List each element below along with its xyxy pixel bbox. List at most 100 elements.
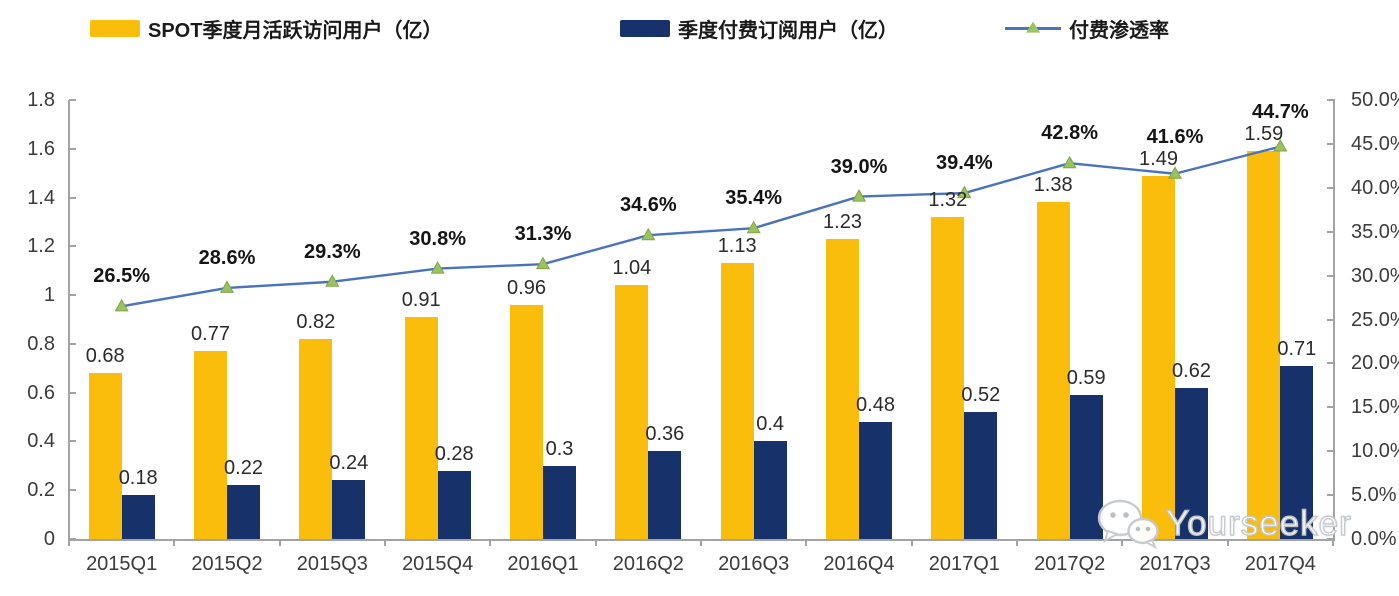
subscribers-bar xyxy=(964,412,998,539)
mau-bar-label: 1.32 xyxy=(928,189,968,212)
penetration-label: 31.3% xyxy=(514,223,572,246)
y-axis-left-tick xyxy=(69,489,76,492)
subscribers-bar xyxy=(1069,395,1103,539)
penetration-label: 35.4% xyxy=(725,187,783,210)
y-axis-left-tick-label: 0.6 xyxy=(27,381,55,404)
mau-bar-label: 0.82 xyxy=(296,311,336,333)
subscribers-bar-label: 0.18 xyxy=(118,467,158,490)
penetration-label: 30.8% xyxy=(409,227,467,250)
x-axis-tick xyxy=(700,539,702,546)
subscribers-bar-label: 0.22 xyxy=(224,457,263,480)
mau-bar xyxy=(510,304,543,539)
legend-item-subscribers: 季度付费订阅用户（亿） xyxy=(620,14,898,42)
legend-item-mau: SPOT季度月活跃访问用户（亿） xyxy=(90,14,442,42)
penetration-label: 39.4% xyxy=(935,152,993,175)
x-axis-tick-label: 2015Q1 xyxy=(86,553,158,575)
mau-bar xyxy=(1142,175,1175,539)
x-axis-tick xyxy=(594,539,597,546)
x-axis-tick-label: 2016Q2 xyxy=(612,553,684,575)
legend-line-marker-icon xyxy=(1005,21,1061,33)
penetration-label: 39.0% xyxy=(830,155,888,178)
subscribers-bar-label: 0.48 xyxy=(856,393,895,416)
x-axis-tick-label: 2017Q2 xyxy=(1034,553,1106,575)
x-axis-tick-label: 2015Q3 xyxy=(296,553,368,575)
x-axis-tick-label: 2015Q2 xyxy=(191,553,263,575)
subscribers-bar-label: 0.3 xyxy=(545,437,574,460)
legend-label-mau: SPOT季度月活跃访问用户（亿） xyxy=(148,19,443,42)
x-axis-tick-label: 2015Q4 xyxy=(402,553,474,575)
penetration-marker xyxy=(430,261,445,274)
mau-bar xyxy=(299,339,333,539)
x-axis-tick xyxy=(1226,539,1229,546)
subscribers-bar xyxy=(121,495,155,539)
mau-bar-label: 0.77 xyxy=(191,323,230,346)
y-axis-right-tick xyxy=(1327,406,1335,409)
mau-bar-label: 1.49 xyxy=(1139,147,1178,170)
y-axis-right-tick-label: 45.0% xyxy=(1351,132,1399,155)
penetration-marker xyxy=(1062,155,1077,169)
mau-bar-label: 1.04 xyxy=(612,257,652,280)
legend-label-penetration: 付费渗透率 xyxy=(1069,19,1169,42)
y-axis-right-tick-label: 0.0% xyxy=(1351,528,1397,550)
legend-label-subscribers: 季度付费订阅用户（亿） xyxy=(678,19,898,42)
mau-bar-label: 0.68 xyxy=(85,345,125,368)
y-axis-right-tick xyxy=(1327,230,1335,233)
x-axis-tick xyxy=(910,539,913,546)
y-axis-right-tick xyxy=(1327,318,1335,321)
subscribers-bar xyxy=(227,485,260,539)
mau-bar-label: 1.59 xyxy=(1244,123,1284,146)
penetration-label: 41.6% xyxy=(1146,125,1204,148)
y-axis-right-tick-label: 5.0% xyxy=(1351,484,1397,507)
mau-bar-label: 1.38 xyxy=(1033,174,1073,197)
subscribers-bar-label: 0.4 xyxy=(756,413,785,436)
x-axis-tick xyxy=(1332,539,1334,546)
penetration-marker xyxy=(114,298,129,312)
x-axis-tick xyxy=(384,539,386,546)
y-axis-right-tick-label: 35.0% xyxy=(1351,220,1399,243)
x-axis-tick xyxy=(1121,539,1124,546)
y-axis-right-tick-label: 40.0% xyxy=(1351,176,1399,199)
penetration-marker xyxy=(851,189,867,202)
subscribers-bar xyxy=(753,441,787,539)
penetration-marker xyxy=(535,256,551,270)
subscribers-bar-label: 0.62 xyxy=(1172,359,1211,382)
subscribers-bar-label: 0.24 xyxy=(329,452,369,475)
y-axis-right-tick xyxy=(1327,186,1335,189)
y-axis-left-tick xyxy=(69,391,76,394)
x-axis-tick-label: 2016Q3 xyxy=(718,553,790,575)
penetration-label: 29.3% xyxy=(303,240,361,263)
mau-bar-label: 0.96 xyxy=(507,276,546,299)
x-axis-tick-label: 2017Q1 xyxy=(928,553,1000,575)
y-axis-right-tick-label: 15.0% xyxy=(1351,396,1399,419)
subscribers-bar xyxy=(332,480,366,539)
y-axis-left-tick-label: 1.2 xyxy=(27,235,55,258)
penetration-marker xyxy=(219,280,235,293)
y-axis-left-tick-label: 0.4 xyxy=(27,430,55,453)
y-axis-right-tick-label: 10.0% xyxy=(1351,440,1399,463)
subscribers-bar xyxy=(437,470,471,539)
mau-bar xyxy=(615,285,649,539)
legend-swatch-mau xyxy=(90,19,140,37)
mau-bar-label: 1.23 xyxy=(823,211,862,234)
y-axis-right-tick-label: 50.0% xyxy=(1351,89,1399,111)
mau-bar-label: 0.91 xyxy=(401,289,441,312)
y-axis-left-tick xyxy=(69,196,76,199)
y-axis-right-tick xyxy=(1327,99,1335,101)
penetration-line xyxy=(121,145,1281,308)
x-axis-tick xyxy=(1016,539,1018,546)
mau-bar xyxy=(826,239,859,539)
watermark: Yourseeker xyxy=(1096,498,1352,550)
subscribers-bar xyxy=(859,421,892,539)
watermark-text: Yourseeker xyxy=(1165,503,1352,543)
x-axis-tick xyxy=(68,539,70,546)
penetration-marker xyxy=(641,227,656,241)
y-axis-right-tick xyxy=(1327,362,1335,365)
x-axis-tick xyxy=(489,539,492,546)
y-axis-left-tick-label: 0.2 xyxy=(27,479,55,502)
y-axis-right-tick xyxy=(1327,142,1335,145)
y-axis-left-tick xyxy=(69,342,76,345)
mau-bar xyxy=(88,373,122,539)
y-axis-right-tick xyxy=(1327,450,1335,453)
penetration-marker xyxy=(325,274,340,287)
